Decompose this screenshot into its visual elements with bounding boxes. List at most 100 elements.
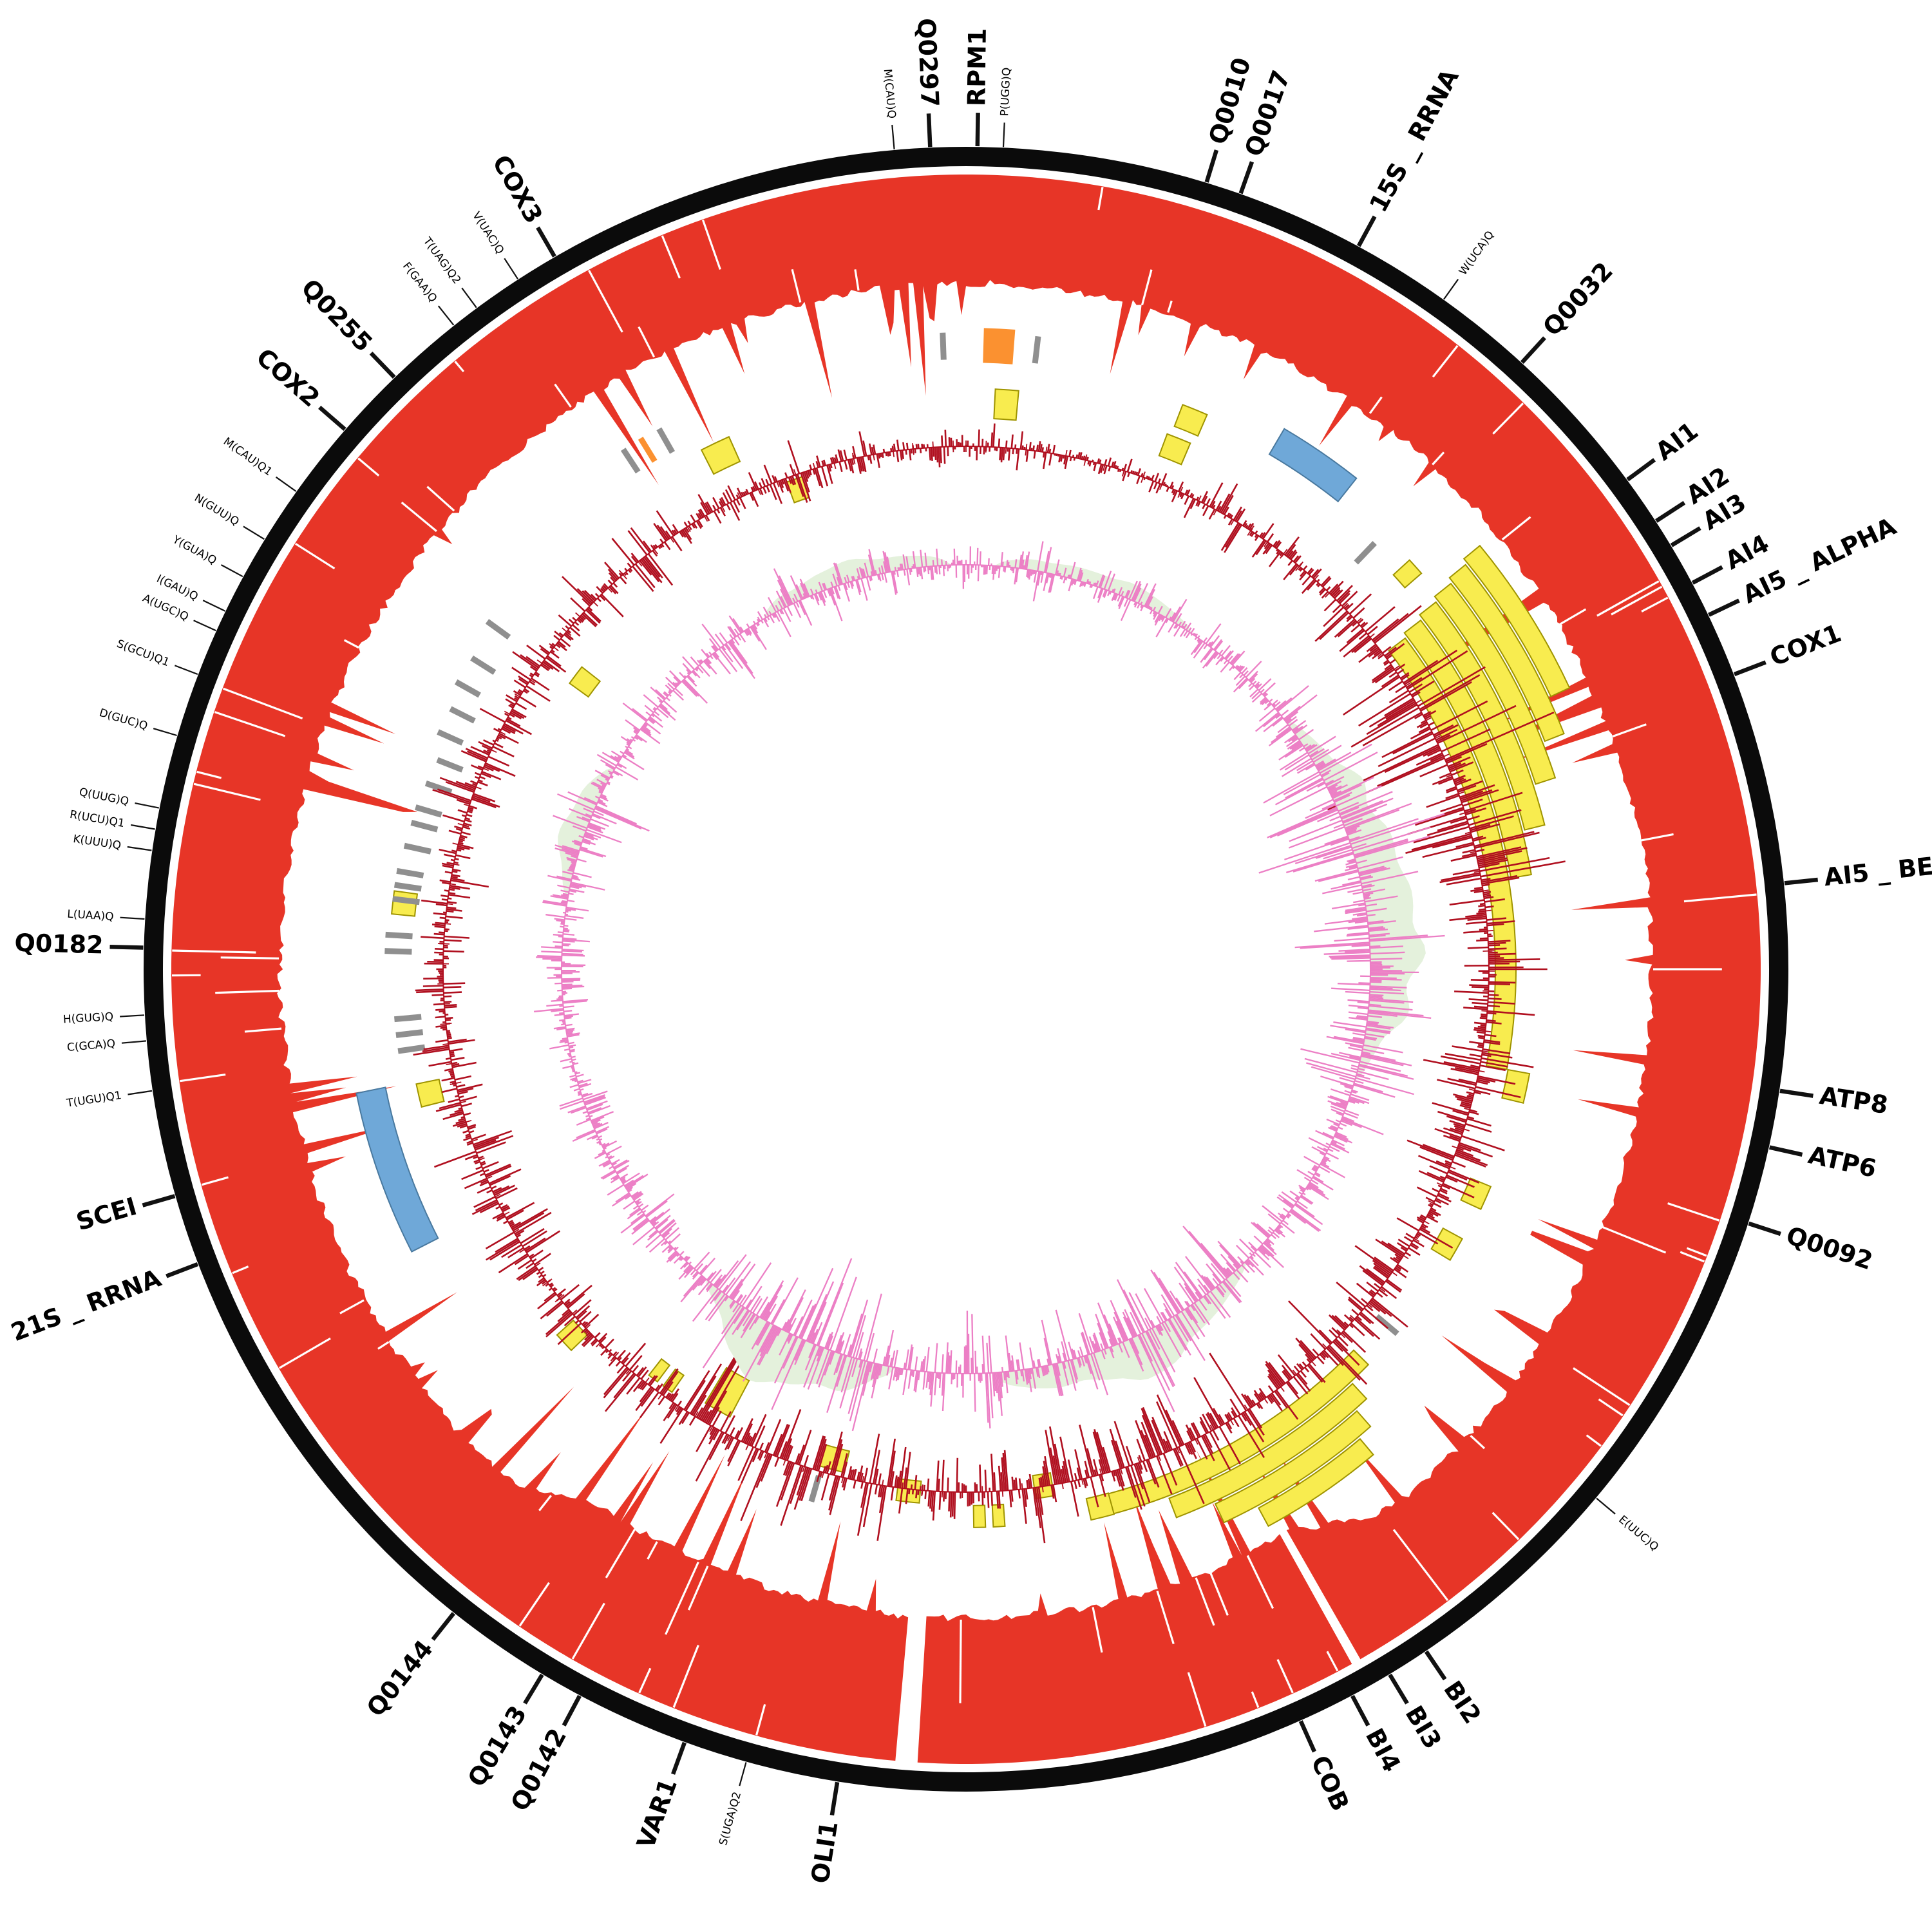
signal-spike bbox=[1119, 469, 1122, 473]
signal-spike bbox=[632, 1379, 643, 1392]
signal-spike bbox=[620, 572, 624, 576]
signal-spike bbox=[607, 1184, 625, 1196]
signal-spike bbox=[603, 583, 609, 589]
signal-spike bbox=[1242, 520, 1247, 527]
signal-spike bbox=[851, 1358, 858, 1378]
signal-spike bbox=[455, 781, 476, 790]
signal-spike bbox=[1000, 1372, 1003, 1387]
signal-spike bbox=[1335, 1133, 1349, 1141]
signal-spike bbox=[1469, 1109, 1478, 1113]
signal-spike bbox=[1396, 1265, 1402, 1271]
signal-spike bbox=[603, 1368, 629, 1399]
signal-spike bbox=[545, 1312, 573, 1338]
yellow-feature-box bbox=[569, 666, 601, 698]
coverage-notch bbox=[1432, 345, 1459, 378]
signal-spike bbox=[1312, 1177, 1334, 1191]
signal-spike bbox=[1352, 912, 1367, 916]
gray-feature-tick bbox=[397, 1044, 426, 1054]
signal-spike bbox=[583, 589, 596, 601]
signal-spike bbox=[465, 1133, 470, 1137]
signal-spike bbox=[557, 1310, 571, 1322]
signal-spike bbox=[1476, 846, 1522, 858]
signal-spike bbox=[1303, 565, 1308, 571]
signal-spike bbox=[1345, 990, 1370, 994]
signal-spike bbox=[1287, 550, 1294, 558]
signal-spike bbox=[576, 1074, 584, 1077]
signal-spike bbox=[832, 573, 838, 587]
signal-spike bbox=[1037, 541, 1044, 572]
signal-spike bbox=[1217, 654, 1222, 659]
signal-spike bbox=[1207, 1412, 1217, 1429]
signal-spike bbox=[1233, 677, 1248, 693]
signal-spike bbox=[1341, 797, 1394, 820]
signal-spike bbox=[1113, 588, 1116, 593]
signal-spike bbox=[1334, 1135, 1348, 1143]
signal-spike bbox=[1269, 808, 1338, 838]
signal-spike bbox=[713, 1274, 723, 1286]
signal-spike bbox=[1015, 1477, 1018, 1490]
signal-spike bbox=[1330, 1143, 1350, 1154]
signal-spike bbox=[1360, 876, 1374, 881]
signal-spike bbox=[466, 1142, 473, 1146]
signal-spike bbox=[1473, 1021, 1486, 1025]
signal-spike bbox=[602, 584, 608, 590]
signal-spike bbox=[1122, 1311, 1135, 1338]
signal-spike bbox=[1220, 522, 1240, 551]
signal-spike bbox=[507, 716, 512, 721]
signal-spike bbox=[1258, 1247, 1266, 1255]
signal-spike bbox=[609, 772, 612, 775]
signal-spike bbox=[812, 1321, 823, 1344]
signal-spike bbox=[1215, 500, 1222, 511]
signal-spike bbox=[1038, 1358, 1041, 1367]
signal-spike bbox=[1470, 823, 1501, 833]
signal-spike bbox=[796, 1466, 808, 1496]
signal-spike bbox=[1231, 1407, 1238, 1417]
signal-spike bbox=[916, 567, 919, 577]
signal-spike bbox=[1217, 506, 1222, 512]
signal-spike bbox=[1293, 1365, 1300, 1373]
signal-spike bbox=[610, 576, 616, 583]
signal-spike bbox=[1342, 803, 1388, 822]
signal-spike bbox=[1124, 589, 1130, 598]
signal-spike bbox=[545, 656, 567, 673]
signal-spike bbox=[1268, 1226, 1274, 1232]
signal-spike bbox=[450, 1074, 454, 1076]
signal-spike bbox=[837, 449, 842, 462]
gray-feature-tick bbox=[393, 882, 422, 892]
signal-spike bbox=[450, 1075, 455, 1078]
signal-spike bbox=[471, 1133, 486, 1141]
signal-spike bbox=[1481, 878, 1491, 882]
signal-spike bbox=[1265, 1361, 1285, 1385]
signal-spike bbox=[1185, 632, 1191, 639]
signal-spike bbox=[656, 707, 669, 719]
signal-spike bbox=[897, 567, 900, 571]
signal-spike bbox=[558, 614, 573, 627]
signal-spike bbox=[1114, 1470, 1121, 1487]
signal-spike bbox=[1173, 1266, 1199, 1302]
signal-spike bbox=[788, 1318, 797, 1333]
signal-spike bbox=[1283, 705, 1301, 720]
signal-spike bbox=[503, 724, 516, 733]
signal-spike bbox=[559, 1012, 564, 1014]
signal-spike bbox=[1370, 958, 1403, 960]
signal-spike bbox=[567, 1054, 571, 1056]
gene-label-tick bbox=[1204, 149, 1219, 183]
signal-spike bbox=[737, 635, 742, 641]
signal-spike bbox=[842, 1478, 848, 1491]
signal-spike bbox=[1050, 1484, 1055, 1499]
signal-spike bbox=[620, 1214, 645, 1234]
signal-spike bbox=[1363, 1307, 1388, 1329]
signal-spike bbox=[1061, 1465, 1067, 1483]
signal-spike bbox=[1057, 1356, 1061, 1363]
coverage-notch bbox=[701, 220, 721, 270]
signal-spike bbox=[708, 1295, 728, 1321]
trna-label-tick bbox=[120, 916, 145, 920]
signal-spike bbox=[1370, 945, 1403, 949]
signal-spike bbox=[1419, 1146, 1454, 1161]
trna-label-tick bbox=[202, 600, 225, 612]
signal-spike bbox=[1485, 905, 1494, 909]
signal-spike bbox=[1366, 907, 1387, 913]
signal-spike bbox=[734, 628, 739, 636]
signal-spike bbox=[1040, 572, 1044, 583]
signal-spike bbox=[1429, 1211, 1439, 1217]
